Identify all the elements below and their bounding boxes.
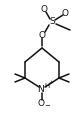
Text: N: N [38,86,44,95]
Text: −: − [44,103,50,109]
Text: O: O [38,99,44,107]
Text: O: O [39,30,45,40]
Text: +: + [49,80,53,86]
Text: S: S [49,17,55,27]
Text: H: H [44,83,50,89]
Text: O: O [41,6,47,15]
Text: O: O [62,10,68,19]
